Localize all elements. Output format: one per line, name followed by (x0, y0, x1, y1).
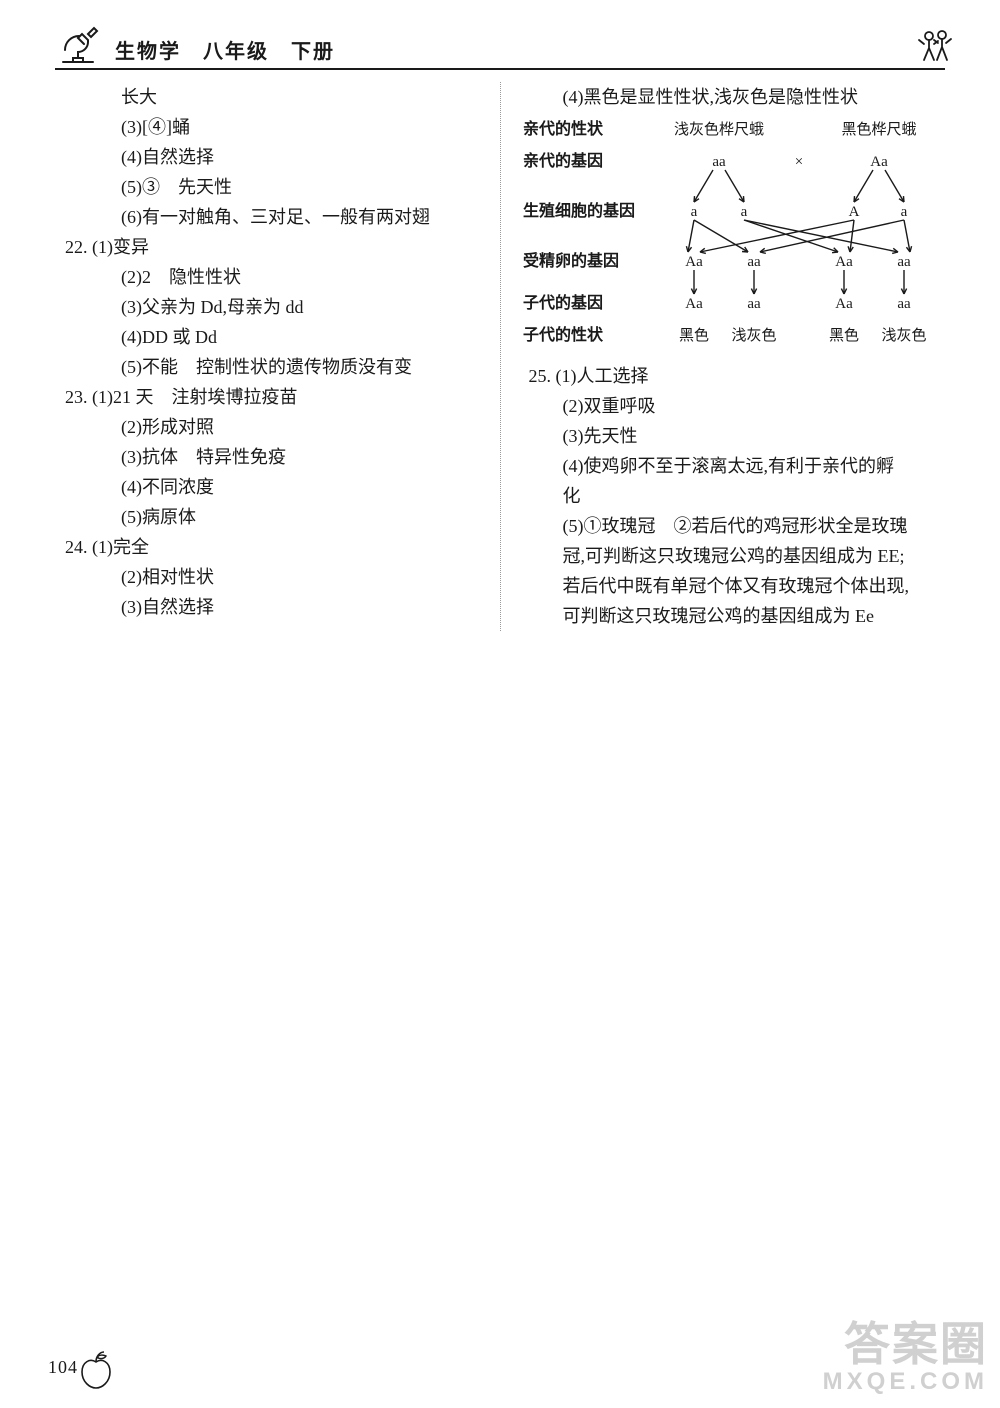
page-header: 生物学 八年级 下册 (55, 20, 945, 70)
svg-text:aa: aa (747, 254, 761, 270)
page: 生物学 八年级 下册 长大 (3)[④]蛹 (4)自然选择 (5)③ 先天性 (… (0, 0, 1000, 631)
answer-line: (3)先天性 (519, 421, 946, 451)
answer-line: (3)自然选择 (55, 592, 482, 622)
svg-text:A: A (848, 204, 859, 220)
svg-text:亲代的性状: 亲代的性状 (523, 119, 604, 138)
answer-line: (5)不能 控制性状的遗传物质没有变 (55, 352, 482, 382)
answer-line: (4)自然选择 (55, 142, 482, 172)
answer-line: 冠,可判断这只玫瑰冠公鸡的基因组成为 EE; (519, 541, 946, 571)
watermark-line2: MXQE.COM (823, 1368, 988, 1396)
microscope-icon (55, 20, 101, 66)
svg-text:亲代的基因: 亲代的基因 (523, 151, 603, 170)
svg-text:Aa: Aa (870, 154, 888, 170)
answer-line: 24. (1)完全 (55, 532, 482, 562)
answer-line: (4)DD 或 Dd (55, 322, 482, 352)
svg-text:aa: aa (747, 296, 761, 312)
page-footer: 104 (48, 1348, 118, 1386)
svg-text:黑色: 黑色 (678, 327, 708, 344)
svg-text:aa: aa (897, 254, 911, 270)
genetics-diagram: 亲代的性状亲代的基因生殖细胞的基因受精卵的基因子代的基因子代的性状浅灰色桦尺蛾黑… (519, 116, 946, 355)
watermark-line1: 答案圈 (823, 1308, 988, 1374)
svg-text:aa: aa (712, 154, 726, 170)
svg-text:×: × (794, 154, 802, 170)
svg-text:受精卵的基因: 受精卵的基因 (523, 251, 619, 270)
content-columns: 长大 (3)[④]蛹 (4)自然选择 (5)③ 先天性 (6)有一对触角、三对足… (55, 82, 945, 631)
svg-text:a: a (900, 204, 907, 220)
svg-text:黑色桦尺蛾: 黑色桦尺蛾 (841, 121, 916, 138)
svg-text:黑色: 黑色 (828, 327, 858, 344)
answer-line: (5)①玫瑰冠 ②若后代的鸡冠形状全是玫瑰 (519, 511, 946, 541)
svg-text:Aa: Aa (835, 296, 853, 312)
answer-line: 23. (1)21 天 注射埃博拉疫苗 (55, 382, 482, 412)
svg-text:aa: aa (897, 296, 911, 312)
svg-text:浅灰色: 浅灰色 (731, 327, 776, 344)
answer-line: (2)双重呼吸 (519, 391, 946, 421)
answer-line: 化 (519, 481, 946, 511)
answer-line: (2)形成对照 (55, 412, 482, 442)
answer-line: 25. (1)人工选择 (519, 361, 946, 391)
left-column: 长大 (3)[④]蛹 (4)自然选择 (5)③ 先天性 (6)有一对触角、三对足… (55, 82, 500, 631)
answer-line: (6)有一对触角、三对足、一般有两对翅 (55, 202, 482, 232)
answer-line: (2)2 隐性性状 (55, 262, 482, 292)
answer-line: (3)父亲为 Dd,母亲为 dd (55, 292, 482, 322)
answer-line: (5)病原体 (55, 502, 482, 532)
watermark: 答案圈 MXQE.COM (823, 1308, 988, 1396)
answer-line: 可判断这只玫瑰冠公鸡的基因组成为 Ee (519, 601, 946, 631)
svg-text:生殖细胞的基因: 生殖细胞的基因 (523, 201, 635, 220)
answer-line: (5)③ 先天性 (55, 172, 482, 202)
answer-line: 22. (1)变异 (55, 232, 482, 262)
svg-text:浅灰色: 浅灰色 (881, 327, 926, 344)
answer-line: (3)抗体 特异性免疫 (55, 442, 482, 472)
answer-line: (4)黑色是显性性状,浅灰色是隐性性状 (519, 82, 946, 112)
svg-text:Aa: Aa (835, 254, 853, 270)
apple-icon (74, 1348, 118, 1392)
answer-line: (4)使鸡卵不至于滚离太远,有利于亲代的孵 (519, 451, 946, 481)
answer-line: 长大 (55, 82, 482, 112)
answer-line: (2)相对性状 (55, 562, 482, 592)
header-title: 生物学 八年级 下册 (115, 35, 335, 64)
people-icon (915, 26, 955, 66)
svg-text:浅灰色桦尺蛾: 浅灰色桦尺蛾 (673, 121, 763, 138)
svg-text:Aa: Aa (685, 296, 703, 312)
answer-line: 若后代中既有单冠个体又有玫瑰冠个体出现, (519, 571, 946, 601)
svg-text:a: a (740, 204, 747, 220)
svg-text:子代的基因: 子代的基因 (523, 293, 603, 312)
right-column: (4)黑色是显性性状,浅灰色是隐性性状 亲代的性状亲代的基因生殖细胞的基因受精卵… (500, 82, 946, 631)
svg-text:a: a (690, 204, 697, 220)
answer-line: (3)[④]蛹 (55, 112, 482, 142)
answer-line: (4)不同浓度 (55, 472, 482, 502)
svg-text:子代的性状: 子代的性状 (523, 325, 604, 344)
svg-text:Aa: Aa (685, 254, 703, 270)
